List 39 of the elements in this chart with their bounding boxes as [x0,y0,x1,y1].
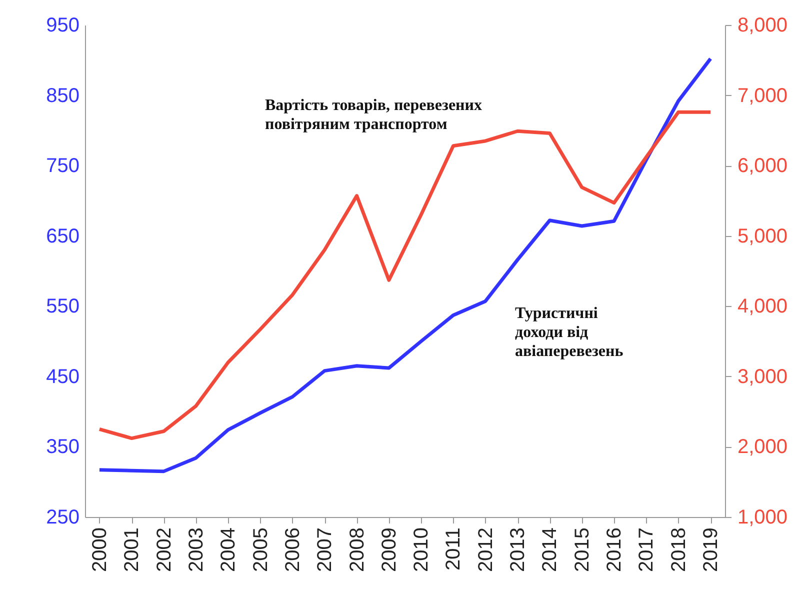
y-tick-label: 550 [46,296,80,318]
x-tick-label: 2015 [571,528,594,572]
y-tick-label: 650 [46,225,80,248]
x-tick-label: 2014 [539,528,562,572]
series-label: Туристичні доходи від авіаперевезень [515,305,624,360]
x-tick-label: 2016 [604,528,626,572]
y2-tick-label: 4,000 [738,296,788,318]
y-tick-label: 250 [46,506,80,528]
x-tick-label: 2009 [378,528,400,572]
x-tick-label: 2003 [185,528,208,572]
y2-tick-label: 3,000 [738,366,788,388]
y2-tick-label: 2,000 [738,436,788,458]
x-tick-label: 2012 [474,528,497,572]
x-tick-label: 2002 [153,528,176,572]
y2-tick-label: 5,000 [738,225,788,248]
x-tick-label: 2017 [636,528,658,572]
x-tick-label: 2008 [346,528,368,572]
x-tick-label: 2019 [700,528,722,572]
y2-tick-label: 7,000 [738,84,788,107]
x-tick-label: 2011 [442,528,465,571]
y-tick-label: 450 [46,366,80,388]
x-tick-label: 2006 [282,528,304,572]
x-tick-label: 2005 [250,528,272,572]
x-tick-label: 2004 [218,528,240,572]
x-tick-label: 2000 [88,528,111,572]
x-tick-label: 2001 [121,528,144,572]
series-label: Вартість товарів, перевезених повітряним транспортом [265,97,482,133]
y2-tick-label: 8,000 [738,14,788,36]
y2-tick-label: 6,000 [738,155,788,178]
x-tick-label: 2007 [314,528,336,572]
y2-tick-label: 1,000 [738,506,788,528]
x-tick-label: 2010 [410,528,433,572]
line-series [98,56,712,474]
x-tick-label: 2013 [507,528,530,572]
x-tick-label: 2018 [668,528,690,572]
y-tick-label: 350 [46,436,80,458]
y-tick-label: 750 [46,155,80,178]
y-tick-label: 850 [46,84,80,107]
y-tick-label: 950 [46,14,80,36]
